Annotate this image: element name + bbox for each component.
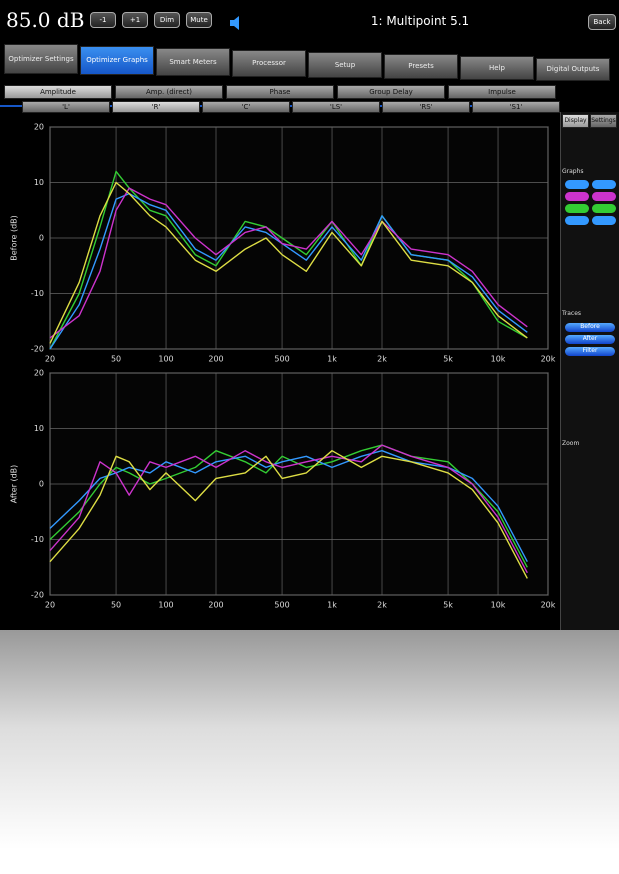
trace-line (49, 181, 528, 344)
graph-toggle[interactable] (592, 204, 616, 213)
x-tick-label: 50 (111, 355, 121, 364)
main-tab[interactable]: Optimizer Settings (4, 44, 78, 74)
trace-line (49, 192, 528, 350)
channel-tab[interactable]: 'LS' (292, 101, 380, 113)
x-tick-label: 10k (491, 355, 506, 364)
channel-tab[interactable]: 'R' (112, 101, 200, 113)
title: 1: Multipoint 5.1 (370, 14, 470, 28)
y-tick-label: 0 (39, 234, 44, 243)
y-tick-label: -10 (31, 289, 44, 298)
channel-tab[interactable]: 'L' (22, 101, 110, 113)
x-tick-label: 2k (377, 601, 387, 610)
panel-tab[interactable]: Settings (590, 114, 617, 128)
trace-button[interactable]: After (565, 335, 615, 344)
y-axis-label: Before (dB) (10, 215, 19, 261)
trace-line (49, 187, 528, 339)
sub-tab[interactable]: Amplitude (4, 85, 112, 99)
y-tick-label: 10 (34, 178, 44, 187)
level-readout: 85.0 dB (6, 8, 85, 32)
x-tick-label: 20 (45, 601, 55, 610)
x-tick-label: 5k (443, 355, 453, 364)
panel-tab[interactable]: Display (562, 114, 589, 128)
x-tick-label: 20k (541, 601, 556, 610)
x-tick-label: 500 (274, 601, 289, 610)
trace-line (49, 450, 528, 579)
sub-tab[interactable]: Phase (226, 85, 334, 99)
x-tick-label: 20k (541, 355, 556, 364)
graph-toggle[interactable] (592, 180, 616, 189)
y-tick-label: 0 (39, 480, 44, 489)
x-tick-label: 10k (491, 601, 506, 610)
trace-button[interactable]: Filter (565, 347, 615, 356)
main-tab[interactable]: Smart Meters (156, 48, 230, 76)
back-button[interactable]: Back (588, 14, 616, 30)
header-button[interactable]: Mute (186, 12, 212, 28)
graph-toggle[interactable] (565, 204, 589, 213)
speaker-icon (230, 16, 239, 30)
x-tick-label: 500 (274, 355, 289, 364)
main-tab[interactable]: Setup (308, 52, 382, 78)
x-tick-label: 1k (327, 601, 337, 610)
x-tick-label: 200 (208, 355, 223, 364)
x-tick-label: 100 (158, 601, 173, 610)
graph-toggle[interactable] (565, 216, 589, 225)
y-tick-label: -20 (31, 345, 44, 354)
x-tick-label: 100 (158, 355, 173, 364)
x-tick-label: 200 (208, 601, 223, 610)
x-tick-label: 50 (111, 601, 121, 610)
header-button[interactable]: +1 (122, 12, 148, 28)
trace-button[interactable]: Before (565, 323, 615, 332)
main-tab[interactable]: Digital Outputs (536, 58, 610, 81)
trace-line (49, 450, 528, 563)
sub-tab[interactable]: Impulse (448, 85, 556, 99)
graph-toggle[interactable] (592, 192, 616, 201)
main-tab[interactable]: Optimizer Graphs (80, 46, 154, 75)
main-tab[interactable]: Help (460, 56, 534, 80)
y-tick-label: 20 (34, 123, 44, 132)
x-tick-label: 20 (45, 355, 55, 364)
channel-tab[interactable]: 'S1' (472, 101, 560, 113)
graph-toggle[interactable] (565, 180, 589, 189)
graphs-label: Graphs (562, 168, 584, 175)
x-tick-label: 5k (443, 601, 453, 610)
graph-toggle[interactable] (565, 192, 589, 201)
sub-tab[interactable]: Group Delay (337, 85, 445, 99)
reflection (0, 630, 619, 874)
channel-tab[interactable]: 'RS' (382, 101, 470, 113)
header-button[interactable]: Dim (154, 12, 180, 28)
y-tick-label: 10 (34, 424, 44, 433)
y-tick-label: -10 (31, 535, 44, 544)
y-axis-label: After (dB) (10, 465, 19, 504)
x-tick-label: 2k (377, 355, 387, 364)
y-tick-label: 20 (34, 369, 44, 378)
x-tick-label: 1k (327, 355, 337, 364)
side-panel (560, 112, 619, 630)
graph-toggle[interactable] (592, 216, 616, 225)
zoom-label: Zoom (562, 440, 580, 447)
header-button[interactable]: -1 (90, 12, 116, 28)
graphs: 20 50 100 200 500 1k 2k 5k 10k 20k-20-1001020Befo… (10, 123, 556, 610)
screen: 85.0 dB 1: Multipoint 5.1 Back Graphs Tr… (0, 0, 619, 630)
sub-tab[interactable]: Amp. (direct) (115, 85, 223, 99)
channel-tab[interactable]: 'C' (202, 101, 290, 113)
trace-line (49, 444, 528, 568)
traces-label: Traces (562, 310, 582, 317)
y-tick-label: -20 (31, 591, 44, 600)
main-tab[interactable]: Presets (384, 54, 458, 79)
main-tab[interactable]: Processor (232, 50, 306, 77)
trace-line (49, 444, 528, 574)
